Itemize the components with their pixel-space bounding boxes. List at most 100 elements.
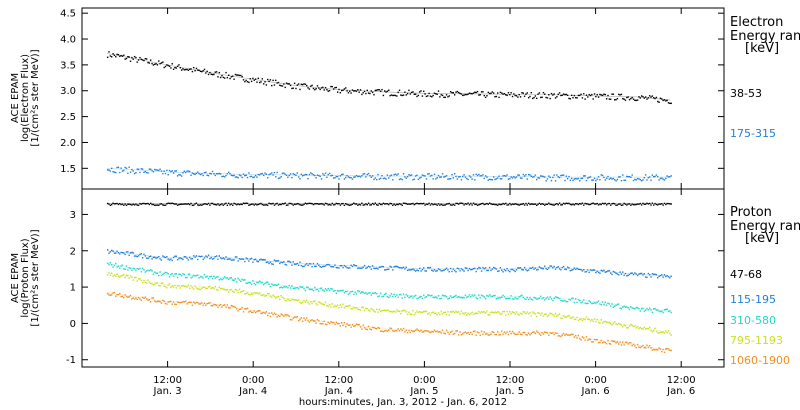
electron-point — [639, 178, 641, 181]
proton-point — [396, 265, 398, 268]
electron-point — [217, 173, 219, 175]
proton-point — [128, 254, 130, 257]
proton-point — [553, 265, 555, 268]
proton-point — [359, 204, 362, 206]
proton-point — [339, 290, 342, 292]
proton-point — [609, 322, 612, 325]
electron-point — [265, 173, 268, 175]
electron-point — [206, 70, 208, 73]
proton-point — [155, 282, 157, 284]
proton-point — [180, 257, 183, 260]
electron-point — [451, 91, 453, 94]
proton-point — [112, 275, 114, 277]
electron-point — [584, 98, 586, 100]
proton-point — [421, 311, 424, 314]
proton-point — [332, 321, 335, 324]
proton-point — [347, 324, 350, 326]
proton-point — [240, 280, 242, 283]
proton-point — [314, 300, 316, 302]
proton-point — [106, 292, 109, 295]
proton-point — [369, 292, 371, 294]
proton-point — [414, 203, 417, 205]
proton-point — [167, 301, 169, 303]
electron-point — [666, 99, 668, 102]
proton-point — [459, 296, 461, 299]
proton-point — [401, 329, 403, 332]
proton-point — [288, 285, 290, 287]
electron-point — [549, 97, 551, 100]
proton-point — [544, 204, 546, 206]
electron-point — [618, 93, 620, 96]
electron-point — [190, 174, 192, 176]
electron-point — [497, 92, 499, 94]
electron-point — [526, 92, 528, 94]
proton-point — [326, 323, 328, 326]
proton-point — [417, 269, 420, 272]
proton-point — [213, 287, 215, 290]
proton-point — [587, 302, 589, 305]
proton-point — [577, 203, 580, 206]
electron-point — [435, 93, 437, 95]
proton-point — [367, 292, 370, 294]
electron-point — [268, 173, 270, 176]
proton-point — [560, 317, 562, 319]
electron-point — [466, 93, 468, 96]
proton-point — [370, 294, 372, 296]
electron-point — [219, 173, 222, 175]
proton-point — [152, 297, 155, 299]
proton-point — [568, 334, 570, 336]
electron-point — [248, 172, 250, 174]
proton-point — [295, 263, 297, 265]
electron-point — [340, 89, 343, 92]
electron-point — [507, 92, 510, 94]
proton-point — [603, 321, 605, 323]
proton-point — [190, 285, 192, 287]
proton-point — [365, 328, 367, 330]
proton-ylabel-line1: ACE EPAM — [10, 253, 21, 303]
proton-point — [326, 263, 328, 266]
proton-point — [218, 204, 220, 206]
proton-point — [109, 251, 112, 253]
proton-point — [545, 297, 547, 300]
electron-point — [614, 178, 616, 181]
proton-point — [533, 296, 535, 299]
proton-point — [619, 271, 621, 273]
electron-point — [158, 60, 160, 62]
electron-point — [223, 77, 226, 79]
proton-point — [620, 344, 623, 346]
proton-point — [111, 264, 113, 266]
proton-point — [476, 331, 479, 333]
electron-point — [307, 87, 309, 89]
proton-point — [378, 202, 381, 205]
proton-point — [470, 331, 472, 334]
electron-ytick-label: 2.0 — [60, 138, 76, 149]
electron-point — [480, 175, 483, 177]
electron-point — [121, 170, 124, 172]
electron-point — [589, 176, 592, 178]
proton-point — [206, 287, 208, 290]
proton-point — [296, 202, 299, 205]
electron-point — [335, 86, 338, 89]
electron-point — [330, 85, 332, 88]
proton-point — [670, 203, 672, 205]
electron-point — [517, 174, 519, 176]
electron-point — [267, 78, 269, 81]
electron-point — [241, 176, 243, 179]
proton-point — [257, 260, 260, 263]
proton-point — [646, 327, 648, 330]
proton-point — [131, 276, 133, 278]
proton-point — [184, 277, 187, 279]
electron-point — [320, 178, 323, 180]
electron-point — [269, 173, 272, 175]
x-tick-time-label: 0:00 — [584, 375, 606, 386]
proton-point — [424, 310, 426, 313]
proton-point — [453, 204, 456, 206]
proton-point — [306, 317, 308, 319]
proton-point — [444, 333, 446, 335]
electron-point — [350, 92, 352, 94]
proton-point — [501, 330, 503, 332]
proton-point — [611, 203, 613, 205]
electron-point — [276, 82, 278, 84]
electron-point — [459, 92, 461, 95]
proton-point — [647, 346, 650, 349]
